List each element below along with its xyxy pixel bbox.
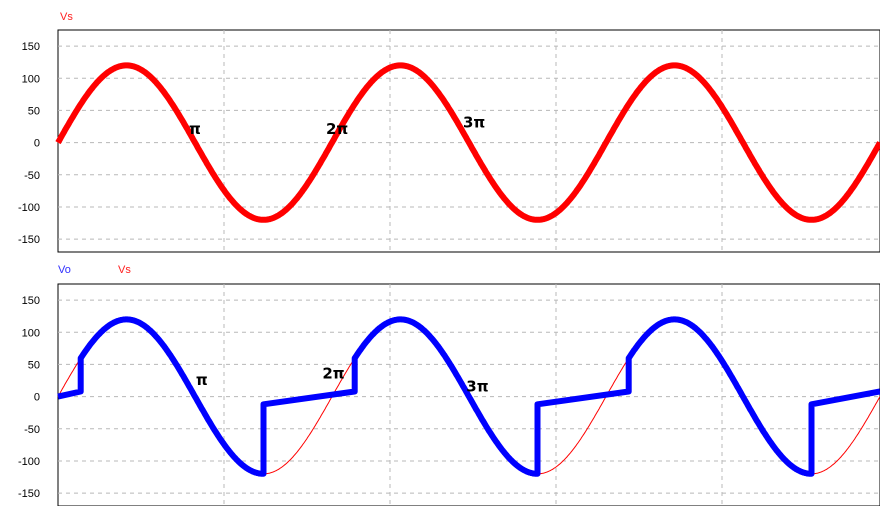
y-tick-label: 50: [28, 105, 40, 117]
y-tick-label: 100: [22, 73, 40, 85]
annotation-label: 2π: [322, 365, 344, 383]
annotation-label: 3π: [463, 114, 485, 132]
legend-item: Vs: [118, 264, 131, 276]
y-tick-label: -150: [18, 488, 40, 500]
annotation-label: π: [196, 371, 208, 389]
y-tick-label: -100: [18, 456, 40, 468]
legend-item: Vo: [58, 264, 71, 276]
chart-panel-2: 150 100 50 0 -50 -100 -150 Vo Vs π 2π 3π: [18, 264, 880, 506]
series-vs: [55, 62, 880, 223]
y-tick-label: -100: [18, 202, 40, 214]
annotation-label: 2π: [326, 120, 348, 138]
y-tick-label: 0: [34, 392, 40, 404]
y-tick-label: -50: [24, 170, 40, 182]
annotation-label: 3π: [466, 377, 488, 395]
y-tick-label: 0: [34, 138, 40, 150]
legend-item: Vs: [60, 11, 73, 23]
y-tick-label: 100: [22, 327, 40, 339]
y-tick-label: 150: [22, 295, 40, 307]
chart-panel-1: 150 100 50 0 -50 -100 -150 Vs π 2π 3π: [18, 11, 880, 253]
y-tick-label: 50: [28, 359, 40, 371]
series-vo: [57, 316, 880, 477]
y-tick-label: -50: [24, 424, 40, 436]
annotation-label: π: [189, 120, 201, 138]
y-tick-label: 150: [22, 41, 40, 53]
y-tick-label: -150: [18, 234, 40, 246]
